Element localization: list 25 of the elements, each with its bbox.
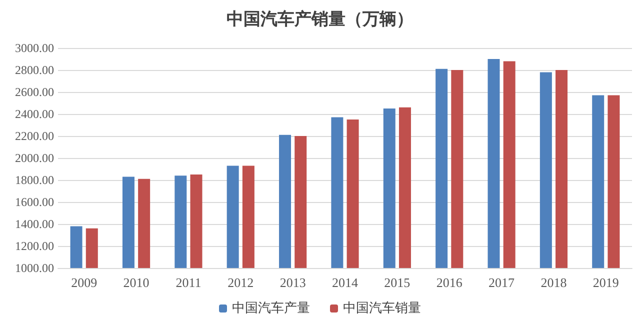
x-tick-label: 2016 (436, 275, 463, 290)
x-tick-label: 2015 (384, 275, 410, 290)
y-tick-label: 1000.00 (15, 261, 54, 275)
x-tick-label: 2019 (592, 275, 619, 290)
y-tick-label: 2400.00 (15, 107, 54, 121)
y-tick-label: 3000.00 (15, 41, 54, 55)
chart-title: 中国汽车产销量（万辆） (226, 10, 414, 30)
y-tick-label: 1800.00 (15, 173, 54, 187)
y-tick-label: 2600.00 (15, 85, 54, 99)
x-tick-label: 2012 (228, 275, 254, 290)
x-tick-label: 2018 (540, 275, 567, 290)
x-tick-label: 2014 (332, 275, 358, 290)
y-tick-label: 1400.00 (15, 217, 54, 231)
x-tick-label: 2011 (176, 275, 202, 290)
y-tick-label: 2200.00 (15, 129, 54, 143)
y-tick-label: 1200.00 (15, 239, 54, 253)
x-tick-label: 2017 (488, 275, 516, 290)
x-tick-label: 2010 (123, 275, 150, 290)
x-tick-label: 2013 (280, 275, 306, 290)
y-tick-label: 1600.00 (15, 195, 54, 209)
x-tick-label: 2009 (71, 275, 98, 290)
legend-label: 中国汽车产量 (232, 301, 310, 316)
y-tick-label: 2800.00 (15, 63, 54, 77)
legend-label: 中国汽车销量 (343, 301, 421, 316)
y-tick-label: 2000.00 (15, 151, 54, 165)
